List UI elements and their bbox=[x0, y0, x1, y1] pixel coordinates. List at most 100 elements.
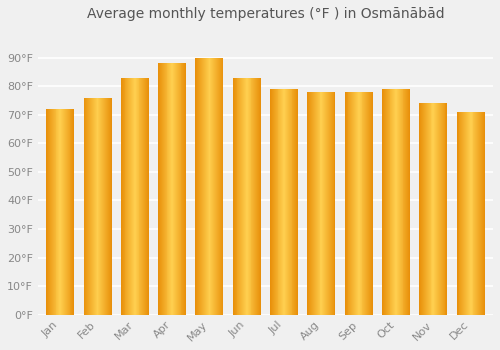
Bar bbox=[441, 103, 442, 315]
Bar bbox=[438, 103, 439, 315]
Bar bbox=[478, 112, 479, 315]
Bar bbox=[385, 89, 386, 315]
Bar bbox=[328, 92, 329, 315]
Bar bbox=[318, 92, 320, 315]
Bar bbox=[355, 92, 356, 315]
Bar bbox=[126, 78, 128, 315]
Bar bbox=[66, 109, 68, 315]
Bar bbox=[313, 92, 314, 315]
Bar bbox=[131, 78, 132, 315]
Bar bbox=[426, 103, 427, 315]
Bar bbox=[382, 89, 383, 315]
Bar bbox=[480, 112, 481, 315]
Bar bbox=[94, 98, 96, 315]
Bar bbox=[310, 92, 311, 315]
Bar bbox=[393, 89, 394, 315]
Bar bbox=[285, 89, 286, 315]
Bar bbox=[243, 78, 244, 315]
Bar bbox=[286, 89, 287, 315]
Bar bbox=[316, 92, 318, 315]
Bar bbox=[180, 63, 182, 315]
Bar bbox=[406, 89, 408, 315]
Bar bbox=[444, 103, 446, 315]
Bar bbox=[289, 89, 290, 315]
Bar bbox=[92, 98, 93, 315]
Bar bbox=[425, 103, 426, 315]
Bar bbox=[284, 89, 285, 315]
Bar bbox=[160, 63, 161, 315]
Bar bbox=[166, 63, 168, 315]
Bar bbox=[365, 92, 366, 315]
Bar bbox=[173, 63, 174, 315]
Bar bbox=[135, 78, 136, 315]
Bar bbox=[241, 78, 242, 315]
Bar bbox=[163, 63, 164, 315]
Bar bbox=[468, 112, 469, 315]
Bar bbox=[334, 92, 336, 315]
Bar bbox=[260, 78, 261, 315]
Bar bbox=[456, 112, 458, 315]
Bar bbox=[143, 78, 144, 315]
Bar bbox=[248, 78, 250, 315]
Bar bbox=[213, 58, 214, 315]
Bar bbox=[168, 63, 170, 315]
Bar bbox=[465, 112, 466, 315]
Bar bbox=[364, 92, 366, 315]
Bar bbox=[367, 92, 368, 315]
Bar bbox=[409, 89, 410, 315]
Bar bbox=[214, 58, 215, 315]
Bar bbox=[46, 109, 47, 315]
Bar bbox=[408, 89, 409, 315]
Bar bbox=[272, 89, 273, 315]
Bar bbox=[65, 109, 66, 315]
Bar bbox=[357, 92, 358, 315]
Bar bbox=[202, 58, 203, 315]
Bar bbox=[255, 78, 256, 315]
Bar bbox=[270, 89, 271, 315]
Bar bbox=[246, 78, 247, 315]
Bar bbox=[106, 98, 107, 315]
Bar bbox=[368, 92, 369, 315]
Bar bbox=[101, 98, 102, 315]
Bar bbox=[369, 92, 370, 315]
Bar bbox=[326, 92, 327, 315]
Bar bbox=[274, 89, 275, 315]
Bar bbox=[182, 63, 184, 315]
Bar bbox=[52, 109, 53, 315]
Bar bbox=[201, 58, 202, 315]
Bar bbox=[220, 58, 222, 315]
Bar bbox=[170, 63, 171, 315]
Bar bbox=[283, 89, 284, 315]
Bar bbox=[322, 92, 324, 315]
Bar bbox=[462, 112, 463, 315]
Bar bbox=[356, 92, 357, 315]
Bar bbox=[442, 103, 444, 315]
Bar bbox=[397, 89, 398, 315]
Bar bbox=[446, 103, 448, 315]
Bar bbox=[458, 112, 460, 315]
Bar bbox=[164, 63, 166, 315]
Bar bbox=[466, 112, 467, 315]
Bar bbox=[402, 89, 404, 315]
Bar bbox=[384, 89, 385, 315]
Bar bbox=[84, 98, 86, 315]
Bar bbox=[482, 112, 483, 315]
Bar bbox=[134, 78, 135, 315]
Bar bbox=[400, 89, 402, 315]
Bar bbox=[108, 98, 110, 315]
Bar bbox=[311, 92, 312, 315]
Bar bbox=[312, 92, 313, 315]
Bar bbox=[128, 78, 130, 315]
Bar bbox=[174, 63, 175, 315]
Bar bbox=[147, 78, 148, 315]
Bar bbox=[136, 78, 138, 315]
Bar bbox=[346, 92, 348, 315]
Bar bbox=[107, 98, 108, 315]
Bar bbox=[372, 92, 373, 315]
Bar bbox=[273, 89, 274, 315]
Bar bbox=[469, 112, 470, 315]
Bar bbox=[252, 78, 254, 315]
Bar bbox=[280, 89, 281, 315]
Bar bbox=[233, 78, 234, 315]
Bar bbox=[460, 112, 462, 315]
